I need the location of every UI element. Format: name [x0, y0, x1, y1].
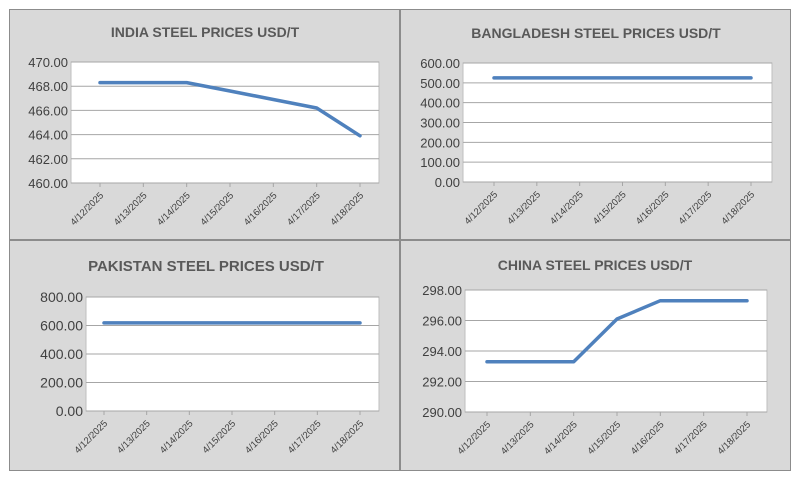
pakistan-x-tick-label: 4/13/2025 [115, 418, 153, 456]
bangladesh-y-tick-label: 0.00 [435, 175, 460, 190]
bangladesh-chart-title: BANGLADESH STEEL PRICES USD/T [471, 25, 721, 41]
china-series-line [485, 298, 749, 364]
india-chart-title: INDIA STEEL PRICES USD/T [111, 24, 300, 40]
india-x-tick-label: 4/18/2025 [328, 190, 366, 228]
bangladesh-x-tick-label: 4/12/2025 [462, 189, 500, 227]
chart-bangladesh: BANGLADESH STEEL PRICES USD/T 0.00 100.00 2… [420, 25, 773, 227]
india-x-tick-label: 4/14/2025 [155, 190, 193, 228]
pakistan-x-tick-label: 4/16/2025 [243, 418, 281, 456]
india-y-tick-label: 460.00 [28, 176, 68, 191]
india-x-tick-label: 4/16/2025 [242, 190, 280, 228]
china-x-tick-label: 4/16/2025 [629, 419, 667, 457]
bangladesh-x-tick-label: 4/14/2025 [548, 189, 586, 227]
china-y-tick-label: 294.00 [422, 344, 462, 359]
india-y-tick-label: 468.00 [28, 79, 68, 94]
chart-china: CHINA STEEL PRICES USD/T 290.00 292.00 294.… [422, 257, 768, 457]
pakistan-y-tick-label: 0.00 [56, 403, 83, 419]
bangladesh-x-tick-label: 4/13/2025 [505, 189, 543, 227]
india-x-tick-label: 4/15/2025 [198, 190, 236, 228]
india-x-tick-label: 4/13/2025 [112, 190, 150, 228]
india-y-tick-label: 462.00 [28, 152, 68, 167]
pakistan-x-tick-label: 4/14/2025 [158, 418, 196, 456]
china-x-tick-label: 4/12/2025 [455, 419, 493, 457]
panel-bangladesh: BANGLADESH STEEL PRICES USD/T 0.00 100.00 2… [400, 9, 791, 240]
india-series-line [98, 80, 362, 138]
india-plot-area [70, 61, 380, 184]
india-x-tick-label: 4/12/2025 [68, 190, 106, 228]
china-x-tick-label: 4/18/2025 [715, 419, 753, 457]
pakistan-y-tick-label: 800.00 [40, 289, 83, 305]
bangladesh-y-tick-label: 200.00 [420, 135, 460, 150]
bangladesh-x-tick-label: 4/15/2025 [591, 189, 629, 227]
china-y-tick-label: 290.00 [422, 405, 462, 420]
chart-pakistan: PAKISTAN STEEL PRICES USD/T 0.00 200.00 400… [40, 258, 380, 456]
panel-china: CHINA STEEL PRICES USD/T 290.00 292.00 294.… [400, 240, 791, 471]
panel-india: INDIA STEEL PRICES USD/T 460.00 462.00 464.… [9, 9, 400, 240]
pakistan-y-tick-label: 600.00 [40, 318, 83, 334]
chart-india: INDIA STEEL PRICES USD/T 460.00 462.00 464.… [28, 24, 380, 228]
china-x-tick-label: 4/15/2025 [585, 419, 623, 457]
bangladesh-y-tick-label: 500.00 [420, 76, 460, 91]
pakistan-x-tick-label: 4/15/2025 [200, 418, 238, 456]
bangladesh-y-tick-label: 400.00 [420, 96, 460, 111]
pakistan-y-tick-label: 200.00 [40, 375, 83, 391]
china-chart-title: CHINA STEEL PRICES USD/T [498, 257, 693, 273]
bangladesh-x-tick-label: 4/16/2025 [634, 189, 672, 227]
india-y-tick-label: 470.00 [28, 55, 68, 70]
bangladesh-y-tick-label: 300.00 [420, 116, 460, 131]
pakistan-x-tick-label: 4/12/2025 [72, 418, 110, 456]
china-y-tick-label: 292.00 [422, 375, 462, 390]
bangladesh-y-tick-label: 600.00 [420, 56, 460, 71]
india-y-tick-label: 466.00 [28, 103, 68, 118]
pakistan-y-tick-label: 400.00 [40, 346, 83, 362]
india-x-tick-label: 4/17/2025 [285, 190, 323, 228]
china-x-tick-label: 4/17/2025 [672, 419, 710, 457]
china-y-tick-label: 296.00 [422, 314, 462, 329]
pakistan-x-tick-label: 4/18/2025 [328, 418, 366, 456]
bangladesh-y-tick-label: 100.00 [420, 155, 460, 170]
bangladesh-x-tick-label: 4/18/2025 [719, 189, 757, 227]
india-y-tick-label: 464.00 [28, 128, 68, 143]
panel-pakistan: PAKISTAN STEEL PRICES USD/T 0.00 200.00 400… [9, 240, 400, 471]
pakistan-chart-title: PAKISTAN STEEL PRICES USD/T [88, 258, 324, 275]
pakistan-x-tick-label: 4/17/2025 [286, 418, 324, 456]
china-x-tick-label: 4/13/2025 [499, 419, 537, 457]
china-y-tick-label: 298.00 [422, 283, 462, 298]
china-x-tick-label: 4/14/2025 [542, 419, 580, 457]
bangladesh-x-tick-label: 4/17/2025 [677, 189, 715, 227]
